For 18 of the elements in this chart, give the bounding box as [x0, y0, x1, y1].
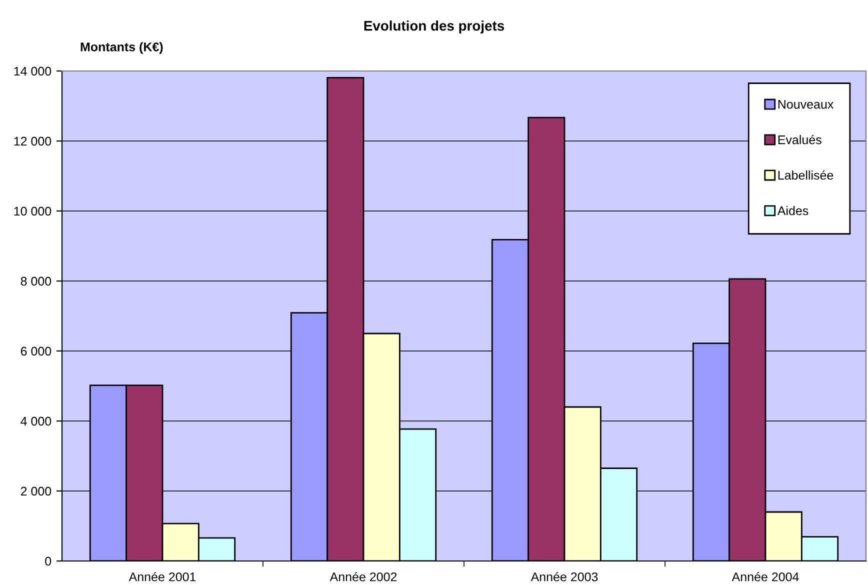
- legend-label: Nouveaux: [778, 100, 834, 109]
- x-tick-label: Année 2001: [128, 572, 196, 582]
- legend-label: Labellisée: [778, 170, 834, 180]
- y-tick-label: 10 000: [14, 206, 52, 216]
- y-tick-label: 14 000: [14, 66, 52, 76]
- y-axis-title: Montants (K€): [80, 42, 163, 54]
- y-tick-label: 12 000: [14, 136, 52, 146]
- legend-label: Aides: [777, 206, 808, 216]
- x-tick-label: Année 2002: [330, 572, 397, 582]
- legend-label: Evalués: [778, 134, 822, 144]
- x-tick-label: Année 2003: [530, 572, 598, 582]
- x-tick-label: Année 2004: [732, 572, 799, 582]
- chart-title: Evolution des projets: [364, 20, 504, 34]
- y-tick-label: 0: [45, 556, 52, 566]
- y-tick-label: 6 000: [20, 346, 52, 356]
- y-tick-label: 4 000: [20, 416, 52, 426]
- y-tick-label: 8 000: [20, 276, 52, 286]
- y-tick-label: 2 000: [20, 486, 52, 496]
